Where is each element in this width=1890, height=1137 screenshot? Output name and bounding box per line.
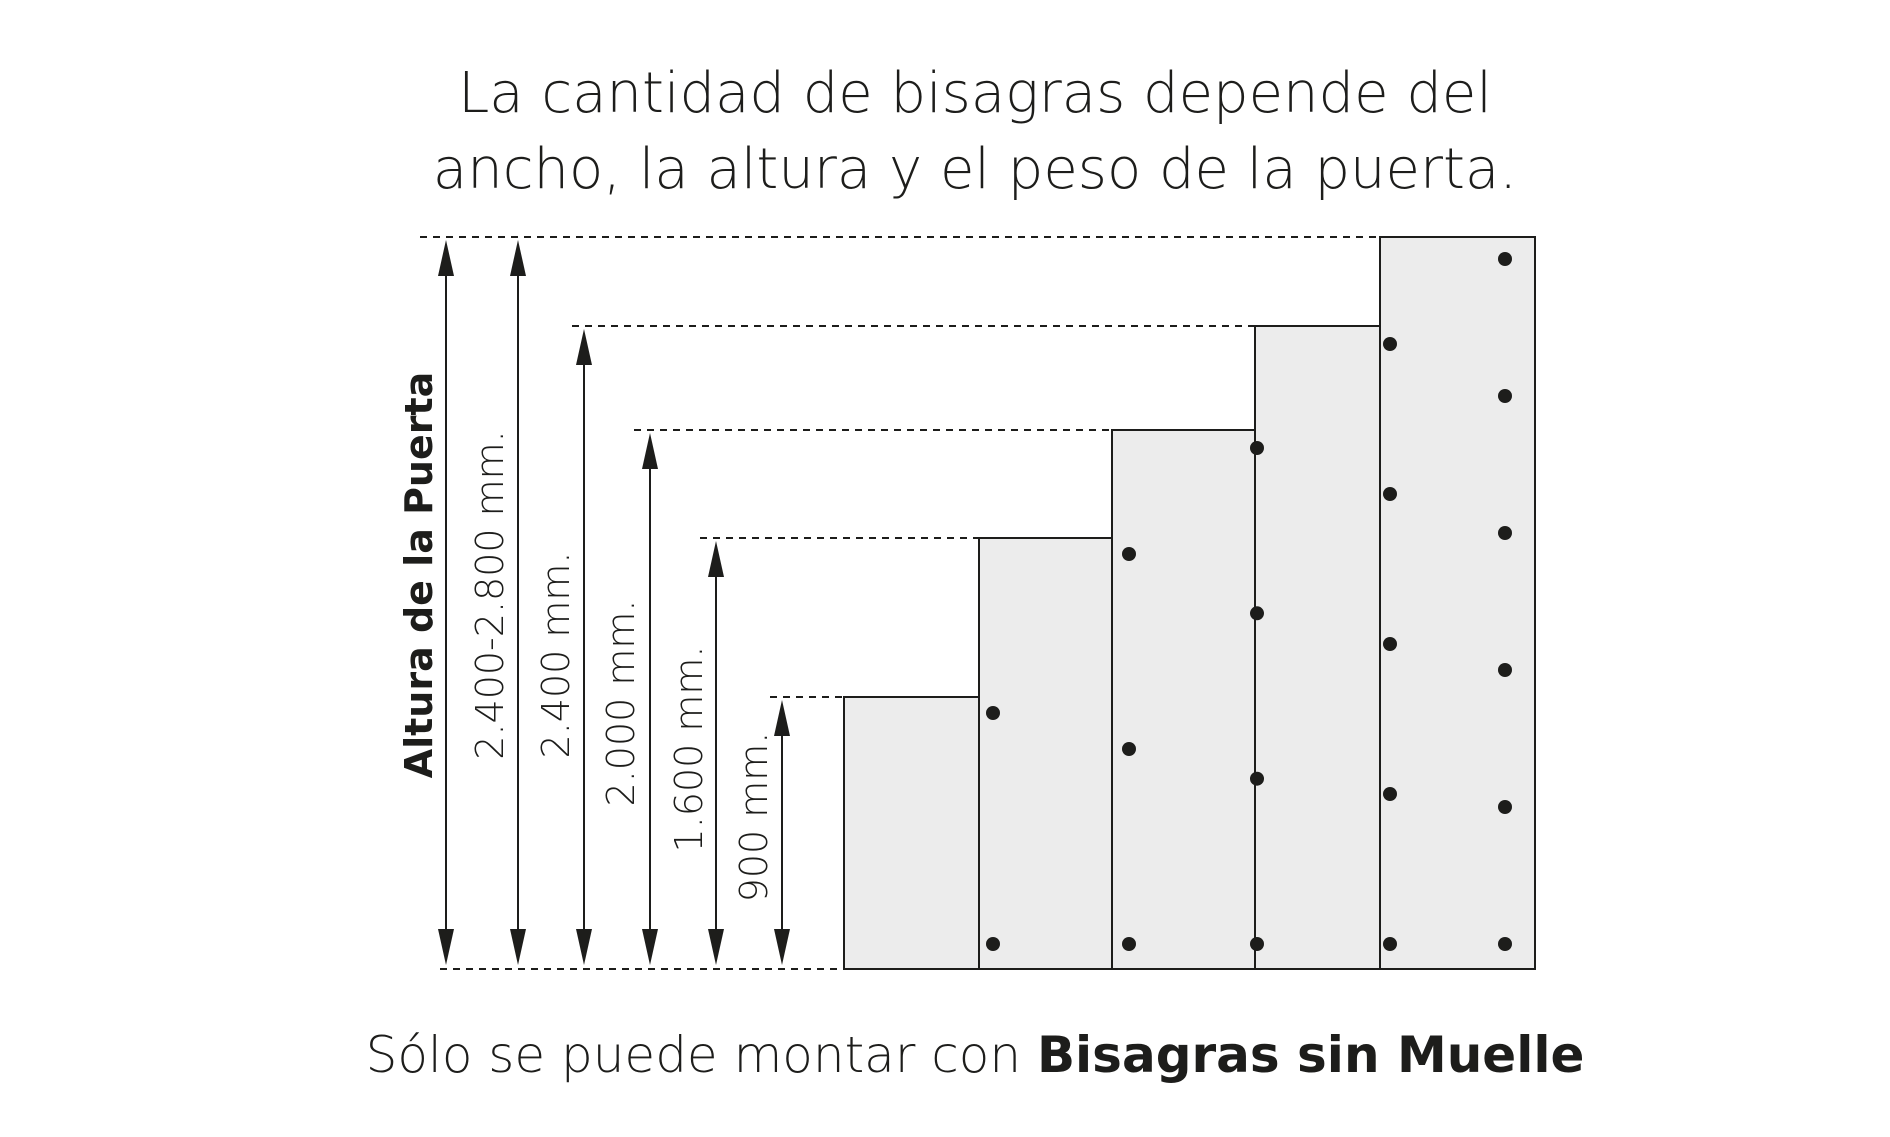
axis-label-altura: Altura de la Puerta: [397, 372, 441, 779]
arrowhead-down: [510, 929, 526, 965]
arrowhead-down: [708, 929, 724, 965]
arrowhead-up: [438, 240, 454, 276]
hinge-dot: [1250, 606, 1264, 621]
hinge-dot: [1383, 637, 1397, 651]
dim-label-2000: 2.000 mm.: [599, 600, 643, 807]
dim-arrow-2000: [642, 433, 658, 965]
reference-lines: [420, 236, 1380, 970]
arrowhead-up: [708, 541, 724, 577]
dim-arrow-1600: [708, 541, 724, 965]
door-2800: [1379, 236, 1536, 970]
dimension-arrows: [438, 240, 790, 965]
arrowhead-up: [510, 240, 526, 276]
dim-label-2400: 2.400 mm.: [534, 552, 578, 759]
hinge-dot: [1250, 937, 1264, 951]
hinge-dot: [1498, 389, 1512, 403]
hinge-dot: [1498, 252, 1512, 266]
hinge-dot: [1383, 937, 1397, 951]
hinge-dot: [986, 937, 1000, 951]
hinges-group: [986, 252, 1512, 951]
dim-label-900: 900 mm.: [732, 732, 776, 903]
dim-arrow-2400-2800: [510, 240, 526, 965]
footer-note: Sólo se puede montar con Bisagras sin Mu…: [366, 1026, 1585, 1084]
hinge-dot: [1498, 526, 1512, 540]
arrowhead-down: [576, 929, 592, 965]
title-line-1: La cantidad de bisagras depende del: [458, 61, 1492, 126]
hinge-dot: [1383, 787, 1397, 801]
footer-bold: Bisagras sin Muelle: [1037, 1026, 1584, 1084]
hinge-dot: [1122, 547, 1136, 561]
hinge-dot: [1498, 663, 1512, 677]
hinge-dot: [1122, 937, 1136, 951]
arrowhead-down: [642, 929, 658, 965]
footer-regular: Sólo se puede montar con: [366, 1026, 1037, 1084]
hinge-dot: [1498, 937, 1512, 951]
hinge-dot: [1122, 742, 1136, 756]
hinge-dot: [1498, 800, 1512, 814]
title-line-2: ancho, la altura y el peso de la puerta.: [433, 137, 1517, 202]
hinge-dot: [1383, 487, 1397, 501]
door-2000: [1111, 429, 1276, 970]
dim-label-2400-2800: 2.400-2.800 mm.: [468, 430, 512, 759]
axis-arrow: [438, 240, 454, 965]
dim-label-1600: 1.600 mm.: [667, 646, 711, 853]
hinge-dot: [1250, 771, 1264, 786]
arrowhead-up: [774, 700, 790, 736]
hinge-dot: [1383, 337, 1397, 351]
dim-arrow-2400: [576, 329, 592, 965]
arrowhead-down: [438, 929, 454, 965]
doors-group: [843, 236, 1536, 970]
arrowhead-down: [774, 929, 790, 965]
arrowhead-up: [576, 329, 592, 365]
dim-arrow-900: [774, 700, 790, 965]
arrowhead-up: [642, 433, 658, 469]
hinge-dot: [1250, 441, 1264, 455]
hinge-dot: [986, 706, 1000, 720]
